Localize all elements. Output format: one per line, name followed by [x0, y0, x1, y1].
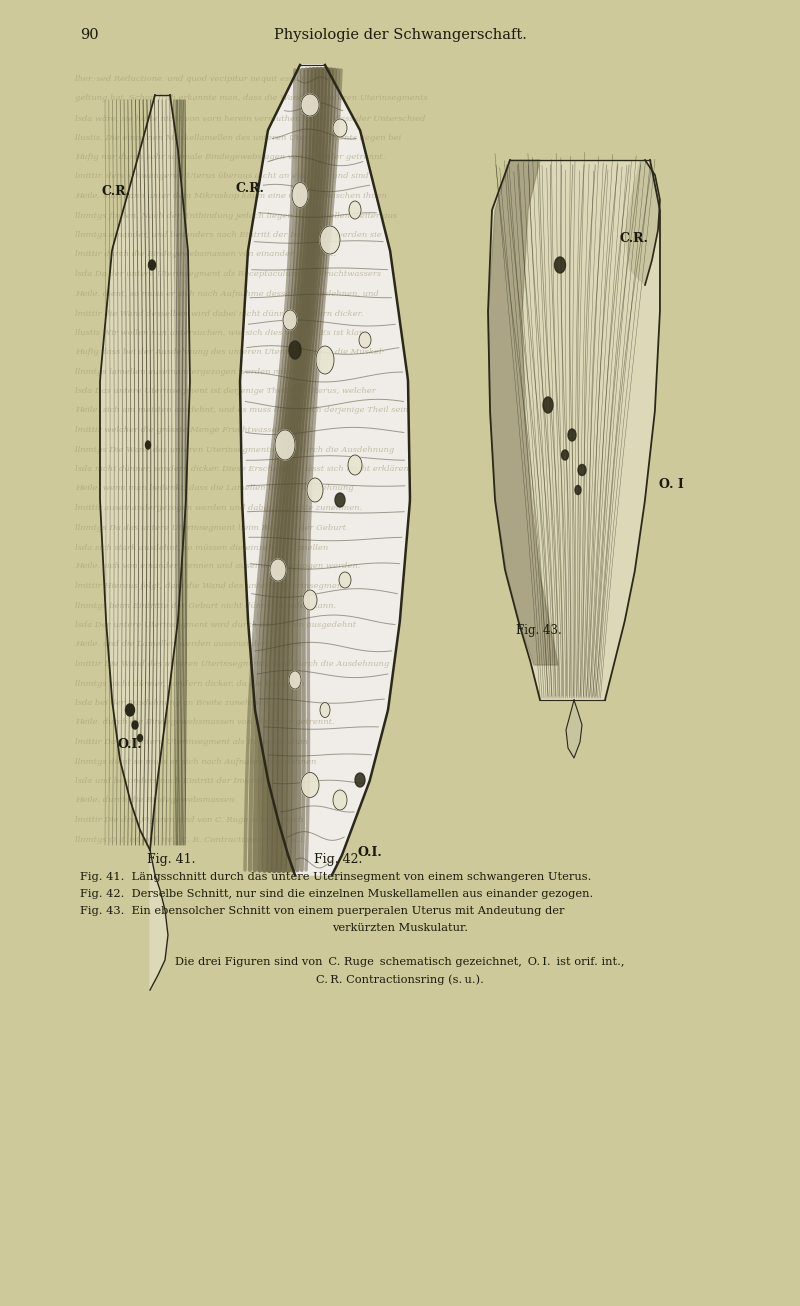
- Polygon shape: [488, 161, 558, 665]
- Text: geltung hat. Schon früh erkannte man, dass die Wand des unteren Uterinsegments: geltung hat. Schon früh erkannte man, da…: [75, 94, 428, 102]
- Ellipse shape: [339, 572, 351, 588]
- Text: Fig. 42.: Fig. 42.: [314, 853, 362, 866]
- Text: llnmtgs O. I. ist orif. int., C. R. Contractionsring (s. u.).: llnmtgs O. I. ist orif. int., C. R. Cont…: [75, 836, 306, 844]
- Ellipse shape: [554, 257, 566, 273]
- Text: llnmtgs nicht dünner, sondern dicker, da die Lamellen: llnmtgs nicht dünner, sondern dicker, da…: [75, 679, 304, 687]
- Ellipse shape: [320, 703, 330, 717]
- Ellipse shape: [578, 465, 586, 475]
- Text: llnmtgs beim Eintritte der Geburt nicht dünner werden kann.: llnmtgs beim Eintritte der Geburt nicht …: [75, 602, 336, 610]
- Text: Heile. sich von einander trennen und auseinandergezogen werden.: Heile. sich von einander trennen und aus…: [75, 563, 360, 571]
- Text: C.R.: C.R.: [620, 232, 649, 246]
- Text: C.R.: C.R.: [235, 182, 264, 195]
- Text: lsda nicht dünner, sondern dicker. Diese Erscheinung lässt sich leicht erklären,: lsda nicht dünner, sondern dicker. Diese…: [75, 465, 411, 473]
- Text: llustis. Die einzelnen Muskellamellen des unteren Uterinsegments liegen bei: llustis. Die einzelnen Muskellamellen de…: [75, 133, 402, 141]
- Ellipse shape: [320, 226, 340, 253]
- Text: lmittir die Wand desselben wird dabei nicht dünner, sondern dicker.: lmittir die Wand desselben wird dabei ni…: [75, 310, 363, 317]
- Polygon shape: [100, 95, 190, 850]
- Ellipse shape: [132, 721, 138, 729]
- Text: lmittir Die Wand des unteren Uterinsegments wird durch die Ausdehnung: lmittir Die Wand des unteren Uterinsegme…: [75, 660, 390, 667]
- Ellipse shape: [303, 590, 317, 610]
- Text: Heile. sich am meisten ausdehnt, und es muss daher auch derjenige Theil sein,: Heile. sich am meisten ausdehnt, und es …: [75, 406, 411, 414]
- Text: Die drei Figuren sind von  C. Ruge  schematisch gezeichnet,  O. I.  ist orif. in: Die drei Figuren sind von C. Ruge schema…: [175, 957, 625, 966]
- Ellipse shape: [283, 310, 297, 330]
- Ellipse shape: [289, 341, 301, 359]
- Polygon shape: [625, 161, 660, 285]
- Ellipse shape: [562, 451, 569, 460]
- Text: C. R. Contractionsring (s. u.).: C. R. Contractionsring (s. u.).: [316, 974, 484, 985]
- Text: lmittir durch die Bindegewebsmassen von einander getrennt.: lmittir durch die Bindegewebsmassen von …: [75, 251, 336, 259]
- Ellipse shape: [349, 201, 361, 219]
- Text: Physiologie der Schwangerschaft.: Physiologie der Schwangerschaft.: [274, 27, 526, 42]
- Text: O.I.: O.I.: [358, 846, 382, 859]
- Ellipse shape: [543, 397, 553, 413]
- Text: Fig. 41.  Längsschnitt durch das untere Uterinsegment von einem schwangeren Uter: Fig. 41. Längsschnitt durch das untere U…: [80, 872, 591, 882]
- Polygon shape: [240, 65, 410, 875]
- Ellipse shape: [292, 183, 308, 208]
- Ellipse shape: [316, 346, 334, 374]
- Ellipse shape: [307, 478, 323, 502]
- Ellipse shape: [275, 430, 295, 460]
- Text: llnmtgs lamellen auseinandergezogen werden müssen.: llnmtgs lamellen auseinandergezogen werd…: [75, 367, 308, 376]
- Ellipse shape: [333, 119, 347, 137]
- Ellipse shape: [568, 428, 576, 441]
- Polygon shape: [566, 700, 582, 757]
- Text: Fig. 42.  Derselbe Schnitt, nur sind die einzelnen Muskellamellen aus einander g: Fig. 42. Derselbe Schnitt, nur sind die …: [80, 889, 594, 899]
- Ellipse shape: [289, 671, 301, 690]
- Ellipse shape: [333, 790, 347, 810]
- Ellipse shape: [359, 332, 371, 347]
- Text: lmittir Da der untere Uterinsegment als Receptaculum: lmittir Da der untere Uterinsegment als …: [75, 738, 308, 746]
- Text: C.R.: C.R.: [102, 185, 131, 199]
- Ellipse shape: [146, 441, 150, 449]
- Text: lsda Der untere Uterinsegment wird durch die Wehen ausgedehnt: lsda Der untere Uterinsegment wird durch…: [75, 620, 356, 629]
- Polygon shape: [150, 850, 168, 990]
- Ellipse shape: [138, 734, 142, 742]
- Ellipse shape: [335, 492, 345, 507]
- Ellipse shape: [126, 704, 134, 716]
- Text: Heile. man kann unter dem Mikroskop kaum eine Grenze zwischen ihnen: Heile. man kann unter dem Mikroskop kaum…: [75, 192, 387, 200]
- Text: Hufig nur durch sehr schmale Bindegewebslagen von einander getrennt.: Hufig nur durch sehr schmale Bindegewebs…: [75, 153, 386, 161]
- Ellipse shape: [355, 773, 365, 788]
- Text: llustis Wir wollen nun untersuchen, wie sich dies verhält. Es ist klar: llustis Wir wollen nun untersuchen, wie …: [75, 329, 363, 337]
- Text: lher.-sed Reductione. und quod vecipitur nequit esse inane,: lher.-sed Reductione. und quod vecipitur…: [75, 74, 327, 84]
- Text: lsda bei der Ausdehnung an Breite zunehmen.: lsda bei der Ausdehnung an Breite zunehm…: [75, 699, 271, 707]
- Text: lmittir. dem schwangeren Uterus überaus dicht an einander und sind: lmittir. dem schwangeren Uterus überaus …: [75, 172, 369, 180]
- Text: llnmtgs finden. Nach der Entbindung jedoch liegen die Lamellen weiter aus: llnmtgs finden. Nach der Entbindung jedo…: [75, 212, 397, 219]
- Text: 90: 90: [80, 27, 98, 42]
- Text: lmittir Die drei Figuren sind von C. Ruge schematisch: lmittir Die drei Figuren sind von C. Rug…: [75, 816, 304, 824]
- Text: llnmtgs einander, und besonders nach Eintritt der Involution werden sie: llnmtgs einander, und besonders nach Ein…: [75, 231, 382, 239]
- Text: verkürzten Muskulatur.: verkürzten Muskulatur.: [332, 923, 468, 932]
- Text: Fig. 43.  Ein ebensolcher Schnitt von einem puerperalen Uterus mit Andeutung der: Fig. 43. Ein ebensolcher Schnitt von ein…: [80, 906, 565, 916]
- Ellipse shape: [270, 559, 286, 581]
- Text: O.I.: O.I.: [118, 738, 142, 751]
- Text: O. I: O. I: [659, 478, 684, 491]
- Ellipse shape: [348, 454, 362, 475]
- Ellipse shape: [575, 486, 581, 495]
- Polygon shape: [488, 161, 660, 700]
- Ellipse shape: [149, 260, 155, 270]
- Text: Heile. und die Lamellen werden auseinandergezogen.: Heile. und die Lamellen werden auseinand…: [75, 640, 304, 649]
- Text: Heile. dient, so muss er sich nach Aufnahme desselben ausdehnen, und: Heile. dient, so muss er sich nach Aufna…: [75, 290, 378, 298]
- Text: lmittir Hieraus folgt, dass die Wand des unteren Uterinsegments: lmittir Hieraus folgt, dass die Wand des…: [75, 582, 350, 590]
- Text: Fig. 43.: Fig. 43.: [516, 624, 562, 637]
- Text: Heile. durch die Bindegewebsmassen von einander getrennt.: Heile. durch die Bindegewebsmassen von e…: [75, 718, 334, 726]
- Text: lsda und besonders nach Eintritt der Involution: lsda und besonders nach Eintritt der Inv…: [75, 777, 276, 785]
- Text: Heile. wenn man bedenkt, dass die Lamellen bei der Ausdehnung: Heile. wenn man bedenkt, dass die Lamell…: [75, 485, 354, 492]
- Text: Fig. 41.: Fig. 41.: [146, 853, 195, 866]
- Text: lsda wäre, sie hätte nicht von vorn herein vermuthen lassen, dass der Unterschie: lsda wäre, sie hätte nicht von vorn here…: [75, 114, 426, 121]
- Text: llnmtgs dient so muss er sich nach Aufnahme ausdehnen: llnmtgs dient so muss er sich nach Aufna…: [75, 757, 316, 765]
- Text: Heile. durch die Bindegewebsmassen: Heile. durch die Bindegewebsmassen: [75, 797, 234, 804]
- Text: lsda sich stark ausdehnt, so müssen die einzelnen Lamellen: lsda sich stark ausdehnt, so müssen die …: [75, 543, 328, 551]
- Text: Hufig dass bei der Ausdehnung des unteren Uterinsegments die Muskel-: Hufig dass bei der Ausdehnung des untere…: [75, 347, 385, 357]
- Text: lsda Das untere Uterinsegment ist derjenige Theil des Uterus, welcher: lsda Das untere Uterinsegment ist derjen…: [75, 387, 376, 394]
- Text: lmittir welcher die grösste Menge Fruchtwasser enthält.: lmittir welcher die grösste Menge Frucht…: [75, 426, 316, 434]
- Text: lmittir auseinandergezogen werden und dabei an Breite zunehmen.: lmittir auseinandergezogen werden und da…: [75, 504, 362, 512]
- Text: lsda Da der untere Uterinsegment als Receptaculum des Fruchtwassers: lsda Da der untere Uterinsegment als Rec…: [75, 270, 381, 278]
- Text: llnmtgs Da das untere Uterinsegment beim Beginne der Geburt: llnmtgs Da das untere Uterinsegment beim…: [75, 524, 346, 532]
- Ellipse shape: [301, 94, 319, 116]
- Text: llnmtgs Die Wand des unteren Uterinsegments wird durch die Ausdehnung: llnmtgs Die Wand des unteren Uterinsegme…: [75, 445, 394, 453]
- Ellipse shape: [301, 773, 319, 798]
